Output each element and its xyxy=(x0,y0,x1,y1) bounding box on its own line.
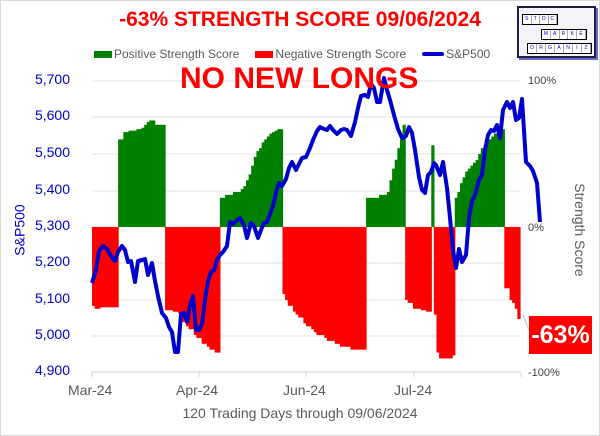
right-tick: -100% xyxy=(528,367,560,379)
left-tick: 5,300 xyxy=(34,217,70,233)
negative-swatch-icon xyxy=(255,50,274,58)
x-tick: Apr-24 xyxy=(176,382,219,398)
x-tick: Jun-24 xyxy=(283,382,326,398)
chart-legend: Positive Strength Score Negative Strengt… xyxy=(94,47,490,61)
x-tick: Jul-24 xyxy=(394,382,433,398)
chart-title: -63% STRENGTH SCORE 09/06/2024 xyxy=(119,8,481,31)
current-score-badge: -63% xyxy=(529,316,592,354)
right-tick: 100% xyxy=(528,75,557,87)
legend-positive: Positive Strength Score xyxy=(94,47,239,61)
left-tick: 5,100 xyxy=(34,290,70,306)
left-tick: 5,400 xyxy=(34,181,70,197)
sp500-line xyxy=(90,76,542,354)
left-tick: 5,600 xyxy=(34,107,70,123)
positive-swatch-icon xyxy=(94,50,112,58)
no-new-longs-annotation: NO NEW LONGS xyxy=(180,62,419,95)
left-tick: 5,700 xyxy=(34,71,70,87)
right-axis-label: Strength Score xyxy=(572,183,588,277)
badge-leader-line xyxy=(522,314,530,331)
legend-sp500: S&P500 xyxy=(422,47,490,61)
right-tick: 0% xyxy=(528,222,544,234)
left-tick: 5,200 xyxy=(34,253,70,269)
legend-negative: Negative Strength Score xyxy=(255,47,406,61)
left-tick: 5,500 xyxy=(34,144,70,160)
x-axis-label: 120 Trading Days through 09/06/2024 xyxy=(182,405,418,421)
x-tick: Mar-24 xyxy=(68,382,113,398)
strength-bars xyxy=(92,120,521,359)
left-tick: 5,000 xyxy=(34,326,70,342)
sp500-line-icon xyxy=(422,52,445,56)
left-tick: 4,900 xyxy=(34,362,70,378)
